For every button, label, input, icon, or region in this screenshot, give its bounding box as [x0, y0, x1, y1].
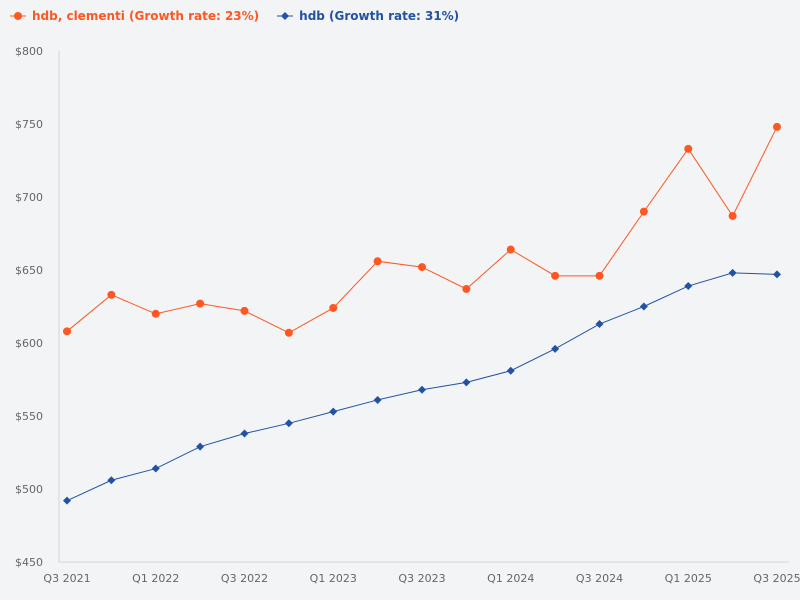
x-tick-label: Q1 2023	[310, 572, 357, 585]
x-tick-label: Q3 2022	[221, 572, 268, 585]
data-point	[196, 442, 205, 451]
diamond-marker-icon	[277, 12, 294, 20]
data-point	[240, 429, 249, 438]
y-tick-label: $800	[15, 45, 43, 58]
data-point	[462, 378, 471, 387]
data-point	[551, 271, 560, 280]
y-tick-label: $650	[15, 264, 43, 277]
data-point	[506, 245, 515, 254]
data-point	[373, 257, 382, 266]
data-point	[329, 303, 338, 312]
legend-label: hdb (Growth rate: 31%)	[299, 9, 460, 23]
data-point	[63, 327, 71, 336]
x-tick-label: Q1 2022	[132, 572, 179, 585]
series-line-0	[66, 126, 778, 334]
data-point	[107, 290, 116, 299]
legend: hdb, clementi (Growth rate: 23%) hdb (Gr…	[10, 9, 459, 23]
data-point	[462, 284, 471, 293]
y-tick-label: $550	[15, 410, 43, 423]
data-point	[728, 268, 737, 277]
data-point	[196, 299, 205, 308]
data-point	[418, 385, 426, 394]
x-tick-label: Q3 2025	[753, 572, 800, 585]
y-tick-label: $450	[15, 556, 43, 569]
data-point	[639, 302, 648, 311]
data-point	[506, 366, 515, 375]
data-point	[595, 320, 604, 329]
legend-label: hdb, clementi (Growth rate: 23%)	[32, 9, 260, 23]
data-point	[63, 496, 71, 505]
x-tick-label: Q3 2024	[576, 572, 623, 585]
data-point	[728, 211, 737, 220]
data-point	[684, 282, 693, 291]
y-tick-label: $750	[15, 118, 43, 131]
x-tick-label: Q1 2025	[665, 572, 712, 585]
data-point	[329, 407, 338, 416]
data-point	[773, 270, 781, 279]
data-point	[684, 144, 693, 153]
legend-item-clementi[interactable]: hdb, clementi (Growth rate: 23%)	[10, 9, 259, 23]
x-tick-label: Q3 2023	[398, 572, 445, 585]
data-point	[151, 309, 160, 318]
data-point	[151, 464, 160, 473]
data-point	[240, 306, 249, 315]
data-point	[284, 328, 293, 337]
circle-marker-icon	[10, 12, 26, 20]
data-point	[595, 271, 604, 280]
legend-item-hdb[interactable]: hdb (Growth rate: 31%)	[277, 9, 459, 23]
x-tick-label: Q3 2021	[43, 572, 90, 585]
y-tick-label: $500	[15, 483, 43, 496]
data-point	[551, 344, 560, 353]
data-point	[107, 476, 116, 485]
y-tick-label: $700	[15, 191, 43, 204]
x-tick-label: Q1 2024	[487, 572, 534, 585]
data-point	[284, 419, 293, 428]
data-point	[418, 263, 426, 272]
data-point	[773, 122, 781, 131]
data-point	[639, 207, 648, 216]
y-tick-label: $600	[15, 337, 43, 350]
data-point	[373, 395, 382, 404]
